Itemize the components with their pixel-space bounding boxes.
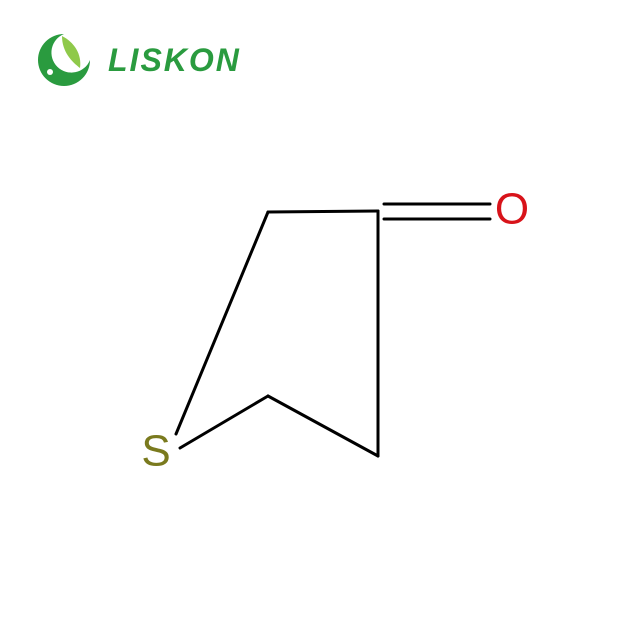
bond [176,212,268,434]
canvas: LISKON SO [0,0,640,640]
atom-o: O [495,185,529,234]
bond [268,211,378,212]
bond [180,396,268,448]
bond-lines [176,204,490,456]
bond [268,396,378,456]
chemical-structure: SO [0,0,640,640]
atom-s: S [141,427,170,476]
